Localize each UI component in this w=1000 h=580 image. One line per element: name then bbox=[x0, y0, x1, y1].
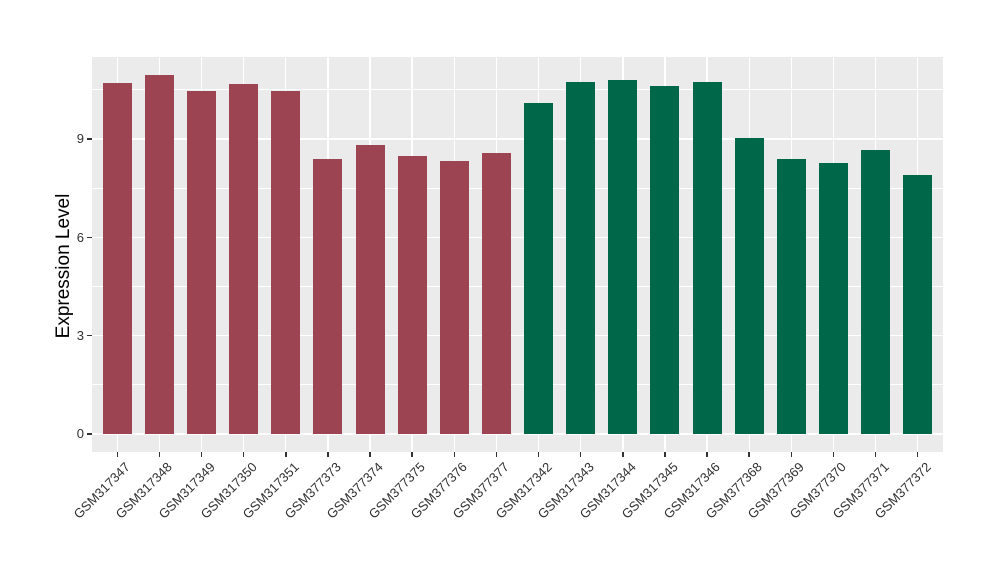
x-tick-mark bbox=[748, 452, 750, 457]
x-tick-mark bbox=[706, 452, 708, 457]
x-tick-mark bbox=[200, 452, 203, 457]
gridline-major-horizontal bbox=[92, 334, 943, 337]
bar-GSM377371 bbox=[861, 150, 891, 434]
y-axis-title: Expression Level bbox=[53, 193, 74, 339]
x-tick-mark bbox=[369, 452, 371, 457]
bar-GSM317344 bbox=[608, 80, 638, 434]
x-tick-mark bbox=[285, 452, 287, 457]
x-tick-mark bbox=[495, 452, 498, 457]
x-tick-mark bbox=[411, 452, 413, 457]
x-tick-mark bbox=[622, 452, 624, 457]
bar-GSM317343 bbox=[566, 82, 596, 434]
x-tick-mark bbox=[874, 452, 877, 457]
gridline-major-horizontal bbox=[92, 236, 943, 239]
bar-GSM317349 bbox=[187, 90, 217, 434]
gridline-minor-horizontal bbox=[92, 384, 943, 386]
y-tick-mark bbox=[87, 334, 92, 337]
bar-GSM377374 bbox=[355, 145, 385, 434]
bar-GSM377368 bbox=[734, 137, 764, 434]
bar-GSM317345 bbox=[650, 85, 680, 434]
bar-GSM317347 bbox=[102, 82, 132, 434]
bar-GSM377372 bbox=[903, 175, 933, 434]
y-tick-label: 0 bbox=[76, 426, 84, 442]
gridline-minor-horizontal bbox=[92, 89, 943, 91]
bar-GSM317348 bbox=[144, 74, 174, 434]
plot-panel bbox=[92, 57, 943, 452]
bar-GSM317351 bbox=[271, 90, 301, 434]
bar-GSM317342 bbox=[524, 103, 554, 434]
x-tick-mark bbox=[116, 452, 119, 457]
gridline-minor-horizontal bbox=[92, 187, 943, 189]
x-tick-mark bbox=[790, 452, 793, 457]
y-tick-label: 9 bbox=[76, 131, 84, 147]
y-tick-mark bbox=[87, 433, 92, 435]
bar-GSM377369 bbox=[776, 158, 806, 434]
bar-GSM317350 bbox=[229, 83, 259, 434]
x-tick-mark bbox=[158, 452, 161, 457]
y-tick-mark bbox=[87, 138, 92, 140]
bar-GSM317346 bbox=[692, 81, 722, 434]
x-tick-mark bbox=[327, 452, 329, 457]
x-tick-mark bbox=[664, 452, 666, 457]
bar-GSM377370 bbox=[818, 163, 848, 434]
x-tick-mark bbox=[916, 452, 919, 457]
x-tick-mark bbox=[832, 452, 835, 457]
x-tick-mark bbox=[579, 452, 582, 457]
bar-GSM377375 bbox=[397, 155, 427, 434]
x-tick-mark bbox=[453, 452, 456, 457]
y-tick-label: 3 bbox=[76, 328, 84, 344]
gridline-major-horizontal bbox=[92, 138, 943, 140]
x-tick-mark bbox=[537, 452, 540, 457]
bar-GSM377377 bbox=[481, 153, 511, 434]
x-tick-mark bbox=[242, 452, 245, 457]
y-tick-label: 6 bbox=[76, 229, 84, 245]
bar-GSM377376 bbox=[439, 160, 469, 434]
bar-GSM377373 bbox=[313, 158, 343, 434]
y-tick-mark bbox=[87, 236, 92, 239]
gridline-minor-horizontal bbox=[92, 285, 943, 287]
gridline-major-horizontal bbox=[92, 433, 943, 435]
